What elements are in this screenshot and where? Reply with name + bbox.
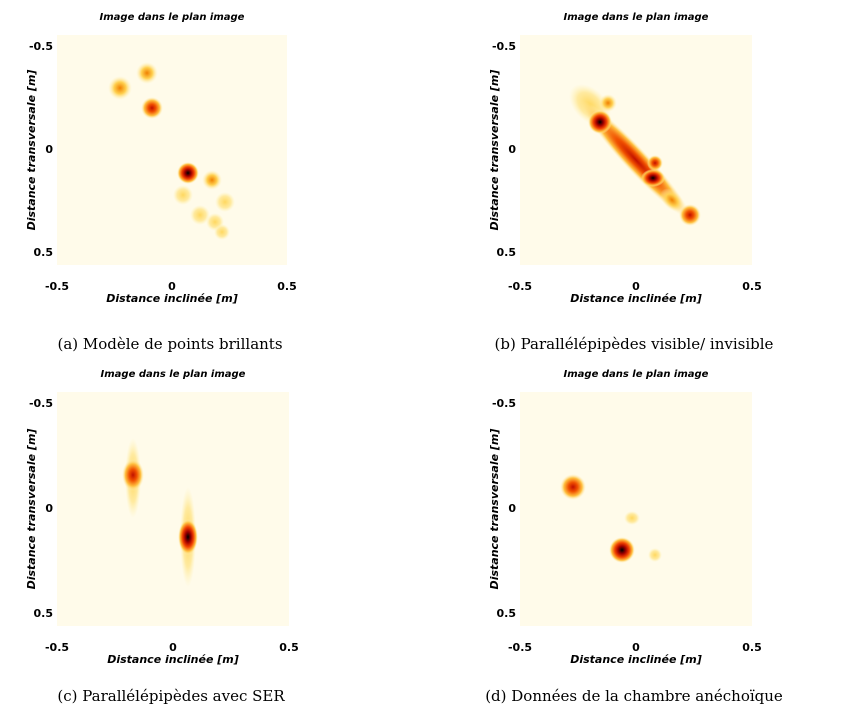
image-spot [215,192,235,212]
image-spot [177,162,199,184]
plot-title: Image dans le plan image [564,369,709,380]
x-axis-label: Distance inclinée [m] [107,653,239,666]
y-axis-label: Distance transversale [m] [25,70,38,231]
image-spot [214,224,230,240]
image-spot [108,76,132,100]
image-spot [202,170,222,190]
image-spot [560,474,586,500]
x-tick-label: 0 [632,641,640,654]
image-spot [660,188,684,212]
caption: (c) Parallélépipèdes avec SER [57,687,285,705]
image-spot [647,155,663,171]
image-spot [173,185,193,205]
y-tick-label: -0.5 [492,40,516,53]
y-tick-label: 0 [45,502,53,515]
image-spot [641,169,665,187]
image-background [57,35,287,265]
image-spot [648,548,662,562]
y-tick-label: -0.5 [29,40,53,53]
y-tick-label: 0.5 [497,607,517,620]
y-tick-label: 0.5 [497,246,517,259]
x-tick-label: -0.5 [508,641,532,654]
plot-title: Image dans le plan image [101,369,246,380]
plot-title: Image dans le plan image [100,12,245,23]
x-tick-label: 0.5 [742,280,762,293]
x-tick-label: 0.5 [742,641,762,654]
x-tick-label: 0 [168,280,176,293]
image-spot [609,537,635,563]
image-spot [178,519,198,555]
y-tick-label: 0.5 [34,246,54,259]
image-spot [136,62,158,84]
plot-title: Image dans le plan image [564,12,709,23]
image-spot [599,94,617,112]
image-spot [190,205,210,225]
image-spot [624,511,640,525]
x-tick-label: 0 [169,641,177,654]
x-tick-label: -0.5 [508,280,532,293]
x-tick-label: 0.5 [279,641,299,654]
y-axis-label: Distance transversale [m] [488,429,501,590]
y-tick-label: 0 [45,143,53,156]
x-tick-label: -0.5 [45,280,69,293]
x-axis-label: Distance inclinée [m] [570,653,702,666]
x-axis-label: Distance inclinée [m] [570,292,702,305]
y-tick-label: 0 [508,143,516,156]
y-tick-label: 0 [508,502,516,515]
y-axis-label: Distance transversale [m] [25,429,38,590]
image-spot [141,97,163,119]
image-spot [122,459,144,491]
y-tick-label: 0.5 [34,607,54,620]
y-tick-label: -0.5 [492,397,516,410]
x-tick-label: 0.5 [277,280,297,293]
image-spot [679,204,701,226]
image-background [57,392,289,626]
y-tick-label: -0.5 [29,397,53,410]
image-spot [588,110,612,134]
x-tick-label: 0 [632,280,640,293]
x-tick-label: -0.5 [45,641,69,654]
y-axis-label: Distance transversale [m] [488,70,501,231]
image-background [520,392,752,626]
caption: (a) Modèle de points brillants [57,335,282,353]
x-axis-label: Distance inclinée [m] [106,292,238,305]
caption: (b) Parallélépipèdes visible/ invisible [495,335,774,353]
caption: (d) Données de la chambre anéchoïque [485,687,783,705]
